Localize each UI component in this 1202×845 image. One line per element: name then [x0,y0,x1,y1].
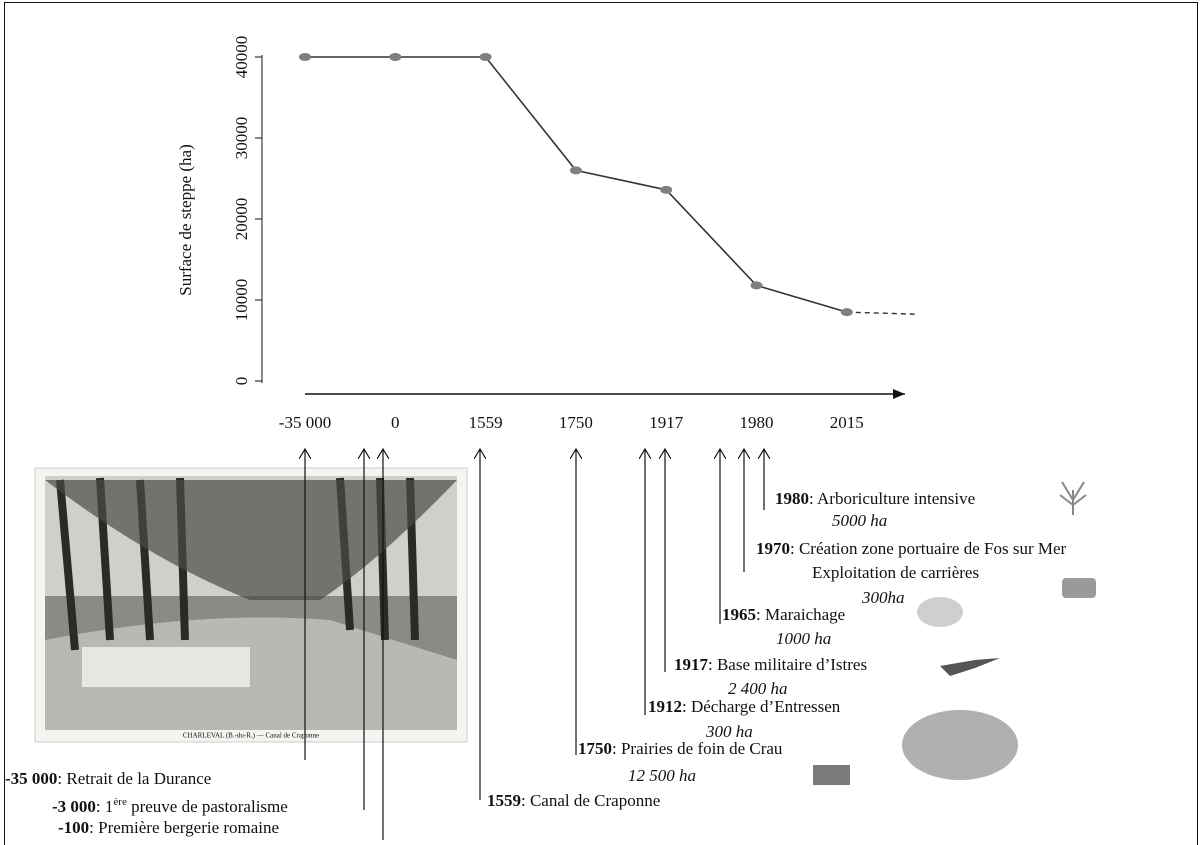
event-label: -3 000: 1ère preuve de pastoralisme [52,796,288,816]
event-year: 1559 [487,791,521,810]
point [479,53,492,61]
event-label: 1559: Canal de Craponne [487,791,660,810]
event-year: 1750 [578,739,612,758]
event-area: 300 ha [705,722,753,741]
x-tick-label: 2015 [830,413,864,432]
event-area: 300ha [861,588,905,607]
point [299,53,311,61]
event-text: : Création zone portuaire de Fos sur Mer [790,539,1067,558]
event-year: 1965 [722,605,756,624]
line [305,56,848,313]
event-text: : Retrait de la Durance [57,769,211,788]
event-text-after: preuve de pastoralisme [127,797,288,816]
event-label: 1917: Base militaire d’Istres [674,655,867,674]
point [569,166,582,175]
event-text-2: Exploitation de carrières [812,563,979,582]
event-text: : Prairies de foin de Crau [612,739,783,758]
y-axis-label: Surface de steppe (ha) [176,144,195,296]
event-label: 1965: Maraichage [722,605,845,624]
frame [4,2,1198,845]
x-tick-label: 1750 [559,413,593,432]
x-tick-label: 1559 [469,413,503,432]
event-label: 1750: Prairies de foin de Crau [578,739,783,758]
event-label: 1912: Décharge d’Entressen [648,697,841,716]
point [389,53,402,61]
event-year: -100 [58,818,89,837]
x-tick-label: -35 000 [279,413,331,432]
event-sup: ère [113,796,127,808]
event-text: : Base militaire d’Istres [708,655,867,674]
event-area: 1000 ha [776,629,831,648]
event-label: 1970: Création zone portuaire de Fos sur… [756,539,1067,558]
event-area: 12 500 ha [628,766,696,785]
event-label: -35 000: Retrait de la Durance [5,769,211,788]
icons [813,481,1096,785]
x-tick-label: 1917 [649,413,684,432]
event-year: -3 000 [52,797,96,816]
x-tick-label: 1980 [740,413,774,432]
event-text: : Première bergerie romaine [89,818,279,837]
event-area: 5000 ha [832,511,887,530]
y-tick-label: 40000 [232,36,251,79]
event-text: : Maraichage [756,605,845,624]
event-year: 1917 [674,655,709,674]
event-text: : Décharge d’Entressen [682,697,841,716]
event-label: -100: Première bergerie romaine [58,818,279,837]
y-tick-label: 10000 [232,279,251,322]
event-text: : Canal de Craponne [521,791,660,810]
point [660,185,673,194]
trend-extension [846,311,916,315]
photo: CHARLEVAL (B.-du-R.) — Canal de Craponne [34,467,468,743]
event-year: 1912 [648,697,682,716]
event-year: 1970 [756,539,790,558]
point [750,281,763,290]
event-label: 1980: Arboriculture intensive [775,489,975,508]
y-tick-label: 0 [232,377,251,386]
event-area: 2 400 ha [728,679,788,698]
photo-caption: CHARLEVAL (B.-du-R.) — Canal de Craponne [183,732,319,740]
event-year: -35 000 [5,769,57,788]
point [840,308,853,317]
x-tick-label: 0 [391,413,400,432]
event-text: : 1 [96,797,113,816]
event-text: : Arboriculture intensive [809,489,975,508]
y-tick-label: 20000 [232,198,251,241]
y-tick-label: 30000 [232,117,251,160]
event-year: 1980 [775,489,809,508]
